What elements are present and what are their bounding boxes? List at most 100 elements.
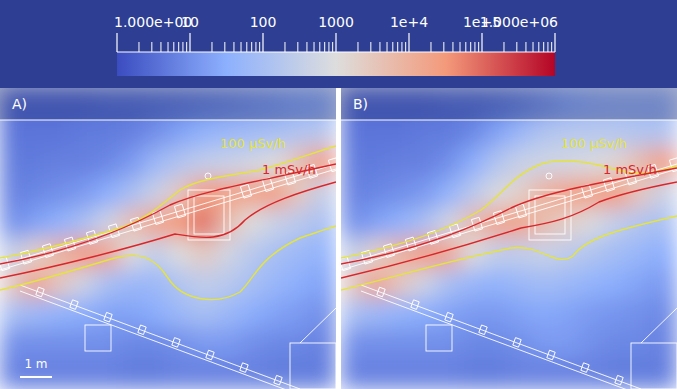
heat-cell (509, 208, 534, 239)
heat-cell (168, 358, 193, 389)
target-chamber (194, 196, 224, 234)
heat-cell (509, 298, 534, 329)
heat-cell (24, 208, 49, 239)
heat-cell (389, 178, 414, 209)
heat-cell (581, 238, 606, 269)
colorbar-minor-tick (460, 42, 461, 52)
heat-cell (653, 358, 677, 389)
colorbar-minor-tick (328, 42, 329, 52)
heat-cell (48, 268, 73, 299)
heat-cell (240, 268, 265, 299)
heat-cell (48, 178, 73, 209)
heat-cell (485, 268, 510, 299)
heat-cell (240, 328, 265, 359)
heat-cell (24, 118, 49, 149)
contour-100 (0, 146, 336, 300)
top-strip (341, 88, 677, 120)
colorbar-minor-tick (401, 42, 402, 52)
heat-cell (413, 148, 438, 179)
contour-1m (341, 168, 677, 278)
heat-cell (0, 178, 25, 209)
heat-cell (341, 118, 366, 149)
heat-cell (557, 358, 582, 389)
heat-cell (48, 208, 73, 239)
colorbar-minor-tick (332, 42, 333, 52)
heat-cell (216, 298, 241, 329)
magnet (479, 325, 487, 335)
panel-plot (0, 88, 336, 389)
heat-cell (509, 238, 534, 269)
panel-plot (341, 88, 677, 389)
colorbar-minor-tick (465, 42, 466, 52)
heat-cell (533, 328, 558, 359)
heat-cell (653, 208, 677, 239)
heat-cell (0, 208, 25, 239)
heat-cell (312, 208, 337, 239)
heat-cell (216, 238, 241, 269)
heat-cell (48, 328, 73, 359)
transfer-line (20, 285, 300, 389)
heat-cell (437, 178, 462, 209)
colorbar-tick (408, 33, 409, 52)
heat-cell (437, 148, 462, 179)
heat-cell (605, 328, 630, 359)
heat-cell (216, 268, 241, 299)
heat-cell (240, 298, 265, 329)
contour-100 (341, 161, 677, 290)
colorbar-minor-tick (233, 42, 234, 52)
colorbar-minor-tick (379, 42, 380, 52)
heat-cell (557, 328, 582, 359)
colorbar-minor-tick (160, 42, 161, 52)
scale-bar-label: 1 m (24, 357, 47, 371)
magnet (513, 338, 521, 348)
heat-cell (461, 118, 486, 149)
colorbar-minor-tick (474, 42, 475, 52)
heat-cell (144, 178, 169, 209)
heat-cell (629, 358, 654, 389)
heat-cell (120, 118, 145, 149)
heat-cell (120, 358, 145, 389)
heat-cell (312, 298, 337, 329)
heat-cell (581, 268, 606, 299)
heat-cell (413, 118, 438, 149)
magnet (377, 287, 385, 297)
heat-cell (264, 358, 289, 389)
heat-cell (120, 178, 145, 209)
heat-cell (120, 268, 145, 299)
transfer-line (20, 291, 292, 389)
heat-cell (629, 238, 654, 269)
colorbar-tick-label: 1.000e+06 (480, 14, 558, 30)
colorbar-tick-label: 1000 (318, 14, 354, 30)
colorbar-minor-tick (151, 42, 152, 52)
heat-cell (48, 148, 73, 179)
heat-cell (24, 298, 49, 329)
colorbar-minor-tick (255, 42, 256, 52)
colorbar-minor-tick (551, 42, 552, 52)
colorbar-minor-tick (392, 42, 393, 52)
heat-cell (653, 328, 677, 359)
heat-cell (413, 178, 438, 209)
heat-cell (240, 238, 265, 269)
heat-cell (581, 148, 606, 179)
heat-cell (144, 118, 169, 149)
heat-cell (365, 118, 390, 149)
heat-cell (365, 298, 390, 329)
heat-cell (341, 208, 366, 239)
heat-cell (288, 358, 313, 389)
heat-cell (341, 358, 366, 389)
beam-pipe (0, 169, 336, 270)
heat-cell (389, 328, 414, 359)
heat-cell (461, 268, 486, 299)
colorbar-minor-tick (525, 42, 526, 52)
colorbar-minor-tick (324, 42, 325, 52)
heat-cell (341, 298, 366, 329)
magnet (581, 363, 589, 373)
colorbar-tick (481, 33, 482, 52)
heat-cell (144, 328, 169, 359)
detector (546, 173, 552, 179)
heat-cell (629, 328, 654, 359)
heat-cell (192, 148, 217, 179)
colorbar-minor-tick (503, 42, 504, 52)
colorbar-minor-tick (186, 42, 187, 52)
detector (205, 173, 211, 179)
